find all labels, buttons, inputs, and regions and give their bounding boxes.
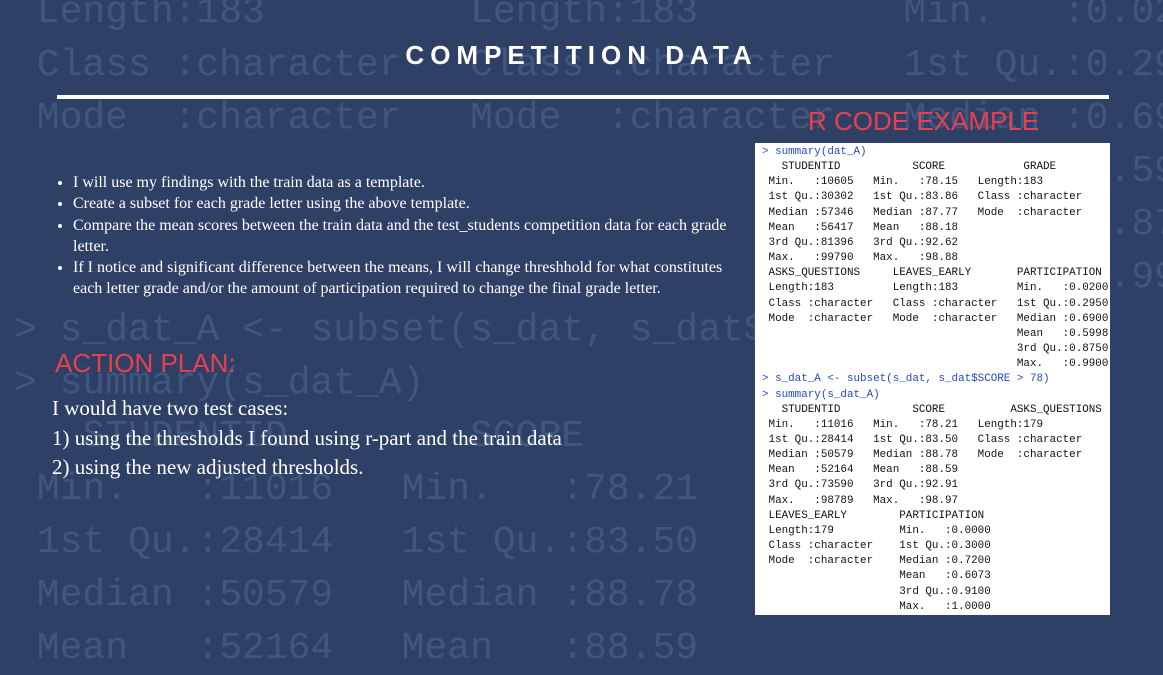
code-line: 1st Qu.:28414 1st Qu.:83.50 Class :chara… bbox=[762, 433, 1083, 446]
code-line: Length:179 Min. :0.0000 bbox=[762, 524, 991, 537]
action-line: 2) using the new adjusted thresholds. bbox=[52, 455, 364, 479]
code-line: Max. :99790 Max. :98.88 bbox=[762, 252, 959, 265]
action-plan-title: ACTION PLAN: bbox=[55, 348, 236, 378]
background-line: Length:183 Length:183 Min. :0.02 bbox=[14, 0, 1163, 34]
code-line: Mode :character Mode :character Median :… bbox=[762, 312, 1109, 325]
code-line: Mode :character Median :0.7200 bbox=[762, 555, 991, 568]
background-line: 1st Qu.:28414 1st Qu.:83.50 bbox=[14, 521, 699, 564]
code-line: 3rd Qu.:81396 3rd Qu.:92.62 bbox=[762, 236, 959, 249]
bullet-list: I will use my findings with the train da… bbox=[55, 172, 741, 300]
slide-title: COMPETITION DATA bbox=[405, 40, 758, 70]
code-line: STUDENTID SCORE ASKS_QUESTIONS bbox=[762, 403, 1102, 416]
code-line: 3rd Qu.:0.9100 bbox=[762, 585, 991, 598]
code-line: STUDENTID SCORE GRADE bbox=[762, 161, 1057, 174]
code-output: > summary(dat_A) STUDENTID SCORE GRADE M… bbox=[755, 143, 1110, 615]
code-line: ASKS_QUESTIONS LEAVES_EARLY PARTICIPATIO… bbox=[762, 267, 1102, 280]
action-line: I would have two test cases: bbox=[52, 396, 289, 420]
code-line: 3rd Qu.:0.8750 bbox=[762, 343, 1109, 356]
code-line: > s_dat_A <- subset(s_dat, s_dat$SCORE >… bbox=[762, 373, 1050, 386]
background-line: Median :50579 Median :88.78 bbox=[14, 574, 699, 617]
code-line: Max. :98789 Max. :98.97 bbox=[762, 494, 959, 507]
code-line: Min. :10605 Min. :78.15 Length:183 bbox=[762, 176, 1044, 189]
bullet: If I notice and significant difference b… bbox=[73, 257, 741, 300]
code-line: Median :50579 Median :88.78 Mode :charac… bbox=[762, 449, 1083, 462]
code-line: > summary(dat_A) bbox=[762, 146, 867, 158]
bullet: Compare the mean scores between the trai… bbox=[73, 215, 741, 258]
code-line: Class :character Class :character 1st Qu… bbox=[762, 297, 1109, 310]
code-title: R CODE EXAMPLE bbox=[808, 106, 1040, 136]
slide: Length:183 Length:183 Min. :0.02 Class :… bbox=[0, 0, 1163, 649]
background-line: Min. :11016 Min. :78.21 bbox=[14, 468, 699, 511]
code-line: Max. :0.9900 bbox=[762, 358, 1109, 371]
action-line: 1) using the thresholds I found using r-… bbox=[52, 425, 562, 450]
code-line: 3rd Qu.:73590 3rd Qu.:92.91 bbox=[762, 479, 959, 492]
code-line: Median :57346 Median :87.77 Mode :charac… bbox=[762, 206, 1083, 219]
bullet: I will use my findings with the train da… bbox=[73, 172, 741, 193]
code-line: Min. :11016 Min. :78.21 Length:179 bbox=[762, 418, 1044, 431]
action-plan-text: I would have two test cases: 1) using the… bbox=[52, 394, 562, 483]
code-line: Mean :0.5998 bbox=[762, 327, 1109, 340]
page: Competition Data { "background_text": [ … bbox=[0, 0, 1163, 649]
code-line: Mean :52164 Mean :88.59 bbox=[762, 464, 959, 477]
bullet: Create a subset for each grade letter us… bbox=[73, 193, 741, 214]
background-line: Mode :character Mode :character Median :… bbox=[14, 97, 1163, 140]
code-line: Mean :56417 Mean :88.18 bbox=[762, 221, 959, 234]
code-line: LEAVES_EARLY PARTICIPATION bbox=[762, 509, 985, 522]
code-line: Mean :0.6073 bbox=[762, 570, 991, 583]
title-rule bbox=[57, 95, 1109, 99]
code-line: Max. :1.0000 bbox=[762, 600, 991, 613]
background-line: Class :character Class :character 1st Qu… bbox=[14, 44, 1163, 87]
background-line: > summary(s_dat_A) bbox=[14, 362, 425, 405]
code-line: Class :character 1st Qu.:0.3000 bbox=[762, 540, 991, 553]
code-line: > summary(s_dat_A) bbox=[762, 388, 880, 401]
code-line: 1st Qu.:30302 1st Qu.:83.86 Class :chara… bbox=[762, 191, 1083, 204]
code-line: Length:183 Length:183 Min. :0.0200 bbox=[762, 282, 1109, 295]
background-line: STUDENTID SCORE bbox=[14, 415, 585, 458]
